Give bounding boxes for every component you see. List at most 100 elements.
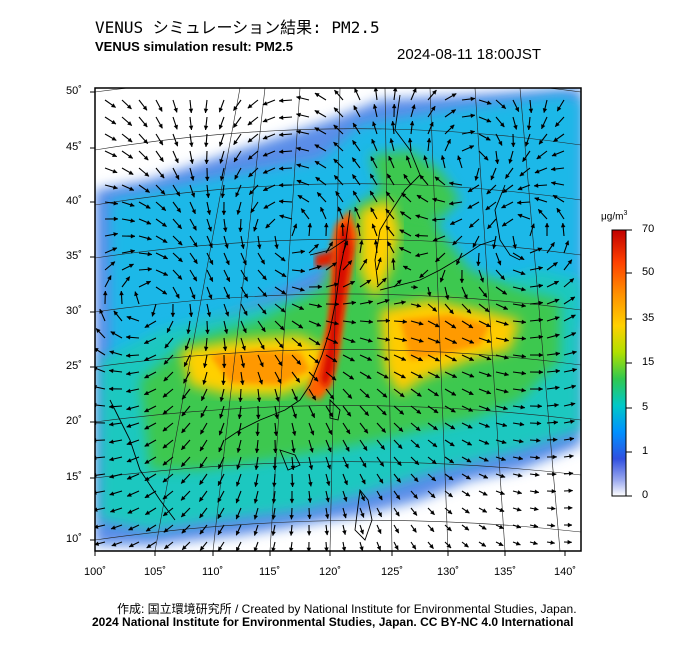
wind-arrow-head	[298, 323, 304, 329]
wind-arrow	[95, 456, 106, 459]
wind-arrow-head	[125, 353, 131, 358]
wind-arrow-head	[416, 409, 422, 414]
wind-arrow-head	[381, 277, 387, 283]
wind-arrow-head	[126, 440, 132, 446]
wind-arrow-head	[174, 141, 179, 147]
wind-arrow-head	[426, 137, 432, 143]
wind-arrow-head	[262, 169, 268, 174]
wind-arrow-head	[202, 379, 207, 385]
wind-arrow-head	[233, 140, 238, 146]
wind-arrow-head	[219, 397, 225, 402]
wind-arrow-head	[369, 190, 375, 196]
wind-arrow-head	[470, 113, 476, 119]
wind-arrow-head	[368, 300, 374, 305]
wind-arrow-head	[368, 319, 374, 324]
wind-arrow-head	[143, 390, 150, 395]
wind-arrow-head	[533, 506, 539, 512]
wind-arrow-head	[262, 152, 268, 157]
wind-arrow-head	[103, 290, 108, 296]
wind-arrow-head	[313, 243, 319, 249]
wind-arrow-head	[253, 226, 258, 232]
wind-arrow-head	[278, 166, 284, 171]
wind-arrow-head	[416, 303, 422, 308]
wind-arrow-head	[353, 105, 358, 111]
wind-arrow-head	[125, 371, 131, 376]
wind-arrow-head	[402, 319, 408, 324]
wind-arrow-head	[515, 541, 521, 546]
wind-arrow-head	[351, 319, 357, 325]
wind-arrow-head	[325, 497, 330, 503]
wind-arrow-head	[518, 438, 524, 444]
wind-arrow-head	[415, 426, 421, 431]
wind-arrow-head	[162, 290, 168, 295]
wind-arrow-head	[394, 528, 399, 534]
lat-label: 30˚	[66, 305, 82, 317]
wind-arrow-head	[308, 481, 313, 487]
wind-arrow-head	[553, 281, 559, 286]
wind-arrow-head	[423, 155, 428, 161]
wind-arrow-head	[314, 110, 320, 115]
wind-arrow-head	[572, 367, 578, 373]
wind-arrow-head	[503, 355, 509, 360]
wind-arrow-head	[340, 222, 345, 228]
wind-arrow-head	[464, 508, 470, 514]
wind-arrow-head	[262, 135, 268, 140]
wind-arrow-head	[385, 318, 391, 323]
wind-arrow-head	[126, 315, 132, 321]
wind-arrow-head	[109, 350, 115, 355]
wind-arrow-head	[519, 255, 525, 260]
wind-arrow-head	[147, 251, 153, 257]
wind-arrow-head	[333, 107, 339, 113]
wind-arrow-head	[177, 240, 183, 246]
wind-arrow-head	[307, 498, 313, 504]
wind-arrow-head	[554, 402, 559, 408]
wind-arrow-head	[144, 493, 150, 498]
wind-arrow-head	[327, 447, 332, 453]
wind-arrow-head	[206, 210, 212, 216]
wind-arrow-head	[414, 233, 420, 238]
wind-arrow-head	[223, 329, 229, 334]
credit-text: 作成: 国立環境研究所 / Created by National Instit…	[117, 602, 577, 616]
wind-arrow-head	[143, 155, 149, 161]
wind-arrow-head	[258, 379, 263, 385]
wind-arrow-head	[173, 107, 178, 113]
wind-arrow-head	[208, 276, 213, 282]
wind-arrow-head	[521, 370, 527, 376]
wind-arrow-head	[111, 542, 117, 547]
wind-arrow-head	[173, 124, 178, 130]
wind-arrow-head	[550, 523, 556, 528]
wind-arrow-head	[235, 481, 241, 487]
wind-arrow-head	[405, 155, 411, 161]
wind-arrow-head	[511, 142, 516, 148]
wind-arrow-head	[486, 189, 492, 195]
wind-arrow-head	[571, 384, 577, 390]
wind-arrow-head	[277, 361, 283, 367]
wind-arrow-head	[521, 336, 527, 341]
wind-arrow-head	[315, 176, 321, 182]
wind-arrow-head	[373, 88, 379, 92]
wind-arrow-head	[426, 291, 432, 297]
wind-arrow-head	[332, 357, 338, 363]
wind-arrow-head	[538, 386, 544, 392]
wind-arrow-head	[570, 296, 576, 302]
wind-arrow-head	[381, 427, 386, 433]
wind-arrow-head	[457, 155, 462, 161]
wind-arrow-head	[217, 530, 223, 536]
wind-arrow-head	[450, 408, 456, 413]
wind-arrow-head	[204, 159, 209, 165]
wind-arrow-head	[468, 323, 474, 329]
wind-arrow-head	[407, 137, 413, 143]
wind-arrow-head	[537, 247, 543, 252]
wind-arrow-head	[557, 106, 562, 112]
wind-arrow-head	[184, 361, 189, 367]
wind-arrow-head	[519, 421, 525, 427]
wind-arrow-head	[313, 376, 319, 382]
wind-arrow-head	[485, 406, 491, 411]
wind-arrow-head	[503, 305, 509, 310]
wind-arrow-head	[130, 218, 136, 223]
wind-arrow-head	[309, 447, 314, 453]
wind-arrow	[95, 439, 106, 441]
wind-arrow-head	[403, 173, 408, 179]
wind-arrow-head	[161, 222, 167, 227]
colorbar-unit: μg/m3	[601, 210, 628, 223]
